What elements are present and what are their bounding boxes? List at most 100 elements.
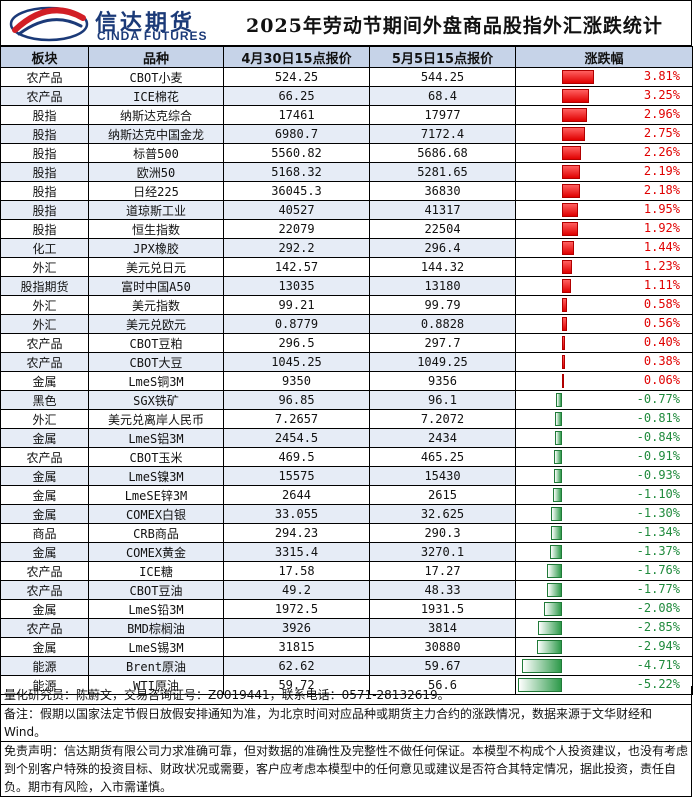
change-bar-up: [562, 146, 581, 160]
change-percent: -0.91%: [636, 449, 680, 463]
table-row: 黑色 SGX铁矿 96.85 96.1 -0.77%: [0, 390, 693, 410]
footer: 量化研究员：陈蔚文，交易咨询证号：Z0019441，联系电话：0571-2813…: [0, 686, 692, 797]
sector-cell: 农产品: [0, 580, 89, 600]
price-before-cell: 469.5: [223, 447, 370, 467]
price-after-cell: 7172.4: [369, 124, 516, 144]
table-row: 农产品 CBOT豆粕 296.5 297.7 0.40%: [0, 333, 693, 353]
sector-cell: 股指: [0, 219, 89, 239]
price-before-cell: 40527: [223, 200, 370, 220]
change-cell: 0.38%: [515, 352, 693, 372]
change-cell: -0.77%: [515, 390, 693, 410]
name-cell: 恒生指数: [88, 219, 224, 239]
change-bar-up: [562, 298, 567, 312]
change-bar-down: [537, 640, 562, 654]
change-percent: -4.71%: [636, 658, 680, 672]
name-cell: CBOT豆粕: [88, 333, 224, 353]
price-after-cell: 30880: [369, 637, 516, 657]
change-percent: 0.40%: [643, 335, 680, 349]
change-cell: 0.40%: [515, 333, 693, 353]
footer-disclaimer: 免责声明：信达期货有限公司力求准确可靠，但对数据的准确性及完整性不做任何保证。本…: [0, 742, 692, 797]
change-bar-up: [562, 222, 578, 236]
table-row: 股指 纳斯达克中国金龙 6980.7 7172.4 2.75%: [0, 124, 693, 144]
name-cell: LmeS锡3M: [88, 637, 224, 657]
price-after-cell: 3814: [369, 618, 516, 638]
table-row: 金属 LmeS镍3M 15575 15430 -0.93%: [0, 466, 693, 486]
page-title: 2025年劳动节期间外盘商品股指外汇涨跌统计: [246, 15, 663, 37]
change-percent: 1.95%: [643, 202, 680, 216]
change-percent: 2.96%: [643, 107, 680, 121]
change-percent: -0.81%: [636, 411, 680, 425]
table-row: 外汇 美元兑欧元 0.8779 0.8828 0.56%: [0, 314, 693, 334]
price-after-cell: 544.25: [369, 67, 516, 87]
price-after-cell: 297.7: [369, 333, 516, 353]
price-before-cell: 0.8779: [223, 314, 370, 334]
logo-text-cn: 信达期货: [95, 11, 196, 36]
change-percent: 2.18%: [643, 183, 680, 197]
table-row: 股指期货 富时中国A50 13035 13180 1.11%: [0, 276, 693, 296]
sector-cell: 金属: [0, 371, 89, 391]
change-percent: 0.38%: [643, 354, 680, 368]
change-bar-down: [518, 678, 562, 692]
change-percent: 1.11%: [643, 278, 680, 292]
sector-cell: 股指: [0, 143, 89, 163]
table-row: 农产品 CBOT大豆 1045.25 1049.25 0.38%: [0, 352, 693, 372]
change-bar-down: [551, 507, 562, 521]
name-cell: 标普500: [88, 143, 224, 163]
name-cell: COMEX黄金: [88, 542, 224, 562]
table-row: 金属 LmeS铜3M 9350 9356 0.06%: [0, 371, 693, 391]
table-row: 股指 纳斯达克综合 17461 17977 2.96%: [0, 105, 693, 125]
sector-cell: 农产品: [0, 618, 89, 638]
price-after-cell: 22504: [369, 219, 516, 239]
change-bar-down: [547, 583, 562, 597]
name-cell: 美元兑日元: [88, 257, 224, 277]
name-cell: BMD棕榈油: [88, 618, 224, 638]
report-header: 信达期货 CINDA FUTURES 2025年劳动节期间外盘商品股指外汇涨跌统…: [0, 0, 692, 46]
change-bar-up: [562, 279, 571, 293]
table-row: 金属 COMEX白银 33.055 32.625 -1.30%: [0, 504, 693, 524]
change-cell: 1.92%: [515, 219, 693, 239]
change-cell: -0.91%: [515, 447, 693, 467]
name-cell: LmeS铝3M: [88, 428, 224, 448]
price-before-cell: 3926: [223, 618, 370, 638]
change-percent: -1.34%: [636, 525, 680, 539]
price-after-cell: 9356: [369, 371, 516, 391]
col-header-price-after: 5月5日15点报价: [369, 46, 516, 68]
change-cell: 2.96%: [515, 105, 693, 125]
sector-cell: 黑色: [0, 390, 89, 410]
price-after-cell: 41317: [369, 200, 516, 220]
change-cell: -1.30%: [515, 504, 693, 524]
price-after-cell: 96.1: [369, 390, 516, 410]
name-cell: CBOT玉米: [88, 447, 224, 467]
price-after-cell: 56.6: [369, 675, 516, 695]
name-cell: CRB商品: [88, 523, 224, 543]
change-percent: 3.81%: [643, 69, 680, 83]
sector-cell: 农产品: [0, 67, 89, 87]
change-bar-up: [562, 241, 574, 255]
table-row: 股指 恒生指数 22079 22504 1.92%: [0, 219, 693, 239]
table-row: 外汇 美元兑离岸人民币 7.2657 7.2072 -0.81%: [0, 409, 693, 429]
price-after-cell: 465.25: [369, 447, 516, 467]
sector-cell: 能源: [0, 675, 89, 695]
price-before-cell: 59.72: [223, 675, 370, 695]
name-cell: LmeSE锌3M: [88, 485, 224, 505]
table-row: 金属 LmeS锡3M 31815 30880 -2.94%: [0, 637, 693, 657]
table-row: 股指 标普500 5560.82 5686.68 2.26%: [0, 143, 693, 163]
change-cell: -1.34%: [515, 523, 693, 543]
price-after-cell: 15430: [369, 466, 516, 486]
price-before-cell: 6980.7: [223, 124, 370, 144]
sector-cell: 股指: [0, 124, 89, 144]
col-header-change: 涨跌幅: [515, 46, 693, 68]
change-bar-up: [562, 165, 580, 179]
change-percent: 2.75%: [643, 126, 680, 140]
change-cell: 2.19%: [515, 162, 693, 182]
table-row: 农产品 ICE糖 17.58 17.27 -1.76%: [0, 561, 693, 581]
change-percent: -1.10%: [636, 487, 680, 501]
sector-cell: 农产品: [0, 333, 89, 353]
change-bar-up: [562, 336, 565, 350]
name-cell: COMEX白银: [88, 504, 224, 524]
price-after-cell: 3270.1: [369, 542, 516, 562]
price-before-cell: 524.25: [223, 67, 370, 87]
change-percent: -2.08%: [636, 601, 680, 615]
table-row: 农产品 CBOT小麦 524.25 544.25 3.81%: [0, 67, 693, 87]
change-percent: 0.58%: [643, 297, 680, 311]
